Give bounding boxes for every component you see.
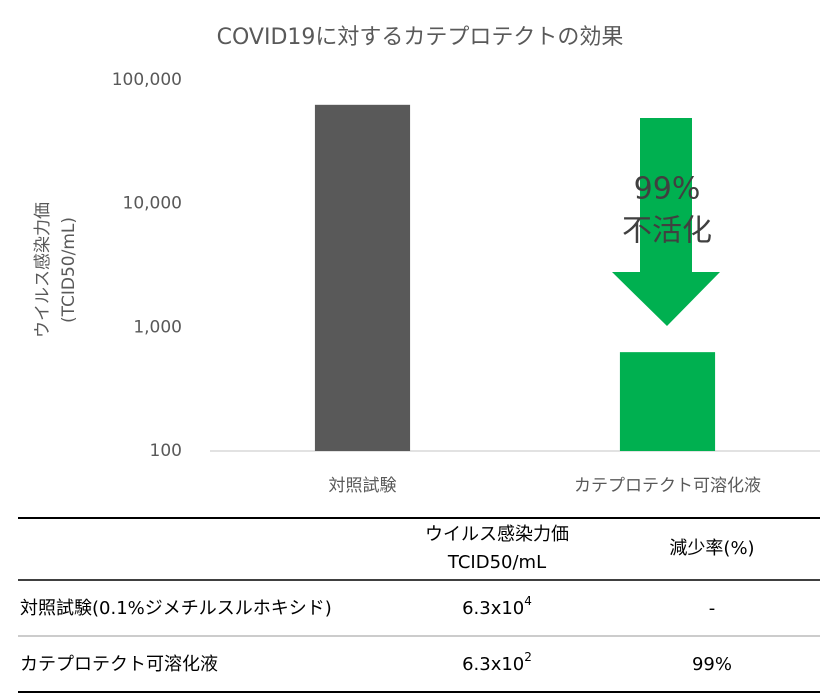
table-cell: - xyxy=(709,598,716,619)
table-header: 減少率(%) xyxy=(669,538,754,559)
y-tick-label: 100 xyxy=(150,441,182,461)
x-tick-label: カテプロテクト可溶化液 xyxy=(574,476,761,496)
bar xyxy=(314,104,411,452)
value-base: 6.3x10 xyxy=(462,654,524,675)
value-exponent: 4 xyxy=(524,594,532,608)
table-header: ウイルス感染力価 xyxy=(425,524,569,545)
y-axis-title-line: (TCID50/mL) xyxy=(59,217,79,323)
table-cell: カテプロテクト可溶化液 xyxy=(20,654,218,675)
y-tick-label: 10,000 xyxy=(123,194,182,214)
annotation: 99% xyxy=(634,172,701,207)
bar xyxy=(619,352,716,451)
chart-title: COVID19に対するカテプロテクトの効果 xyxy=(217,25,624,50)
table-cell: 6.3x104 xyxy=(462,594,532,620)
x-tick-label: 対照試験 xyxy=(329,476,397,496)
table-header: TCID50/mL xyxy=(447,552,546,573)
table-cell: 6.3x102 xyxy=(462,650,532,676)
table-cell: 対照試験(0.1%ジメチルスルホキシド) xyxy=(20,598,332,619)
arrow xyxy=(612,118,720,326)
value-exponent: 2 xyxy=(524,650,532,664)
y-axis-title: ウイルス感染力価 (TCID50/mL) xyxy=(33,202,79,338)
table-cell: 99% xyxy=(692,654,732,675)
y-axis-title-line: ウイルス感染力価 xyxy=(33,202,53,338)
value-base: 6.3x10 xyxy=(462,598,524,619)
y-tick-label: 100,000 xyxy=(112,70,182,90)
y-tick-label: 1,000 xyxy=(133,317,182,337)
annotation: 不活化 xyxy=(622,214,712,249)
